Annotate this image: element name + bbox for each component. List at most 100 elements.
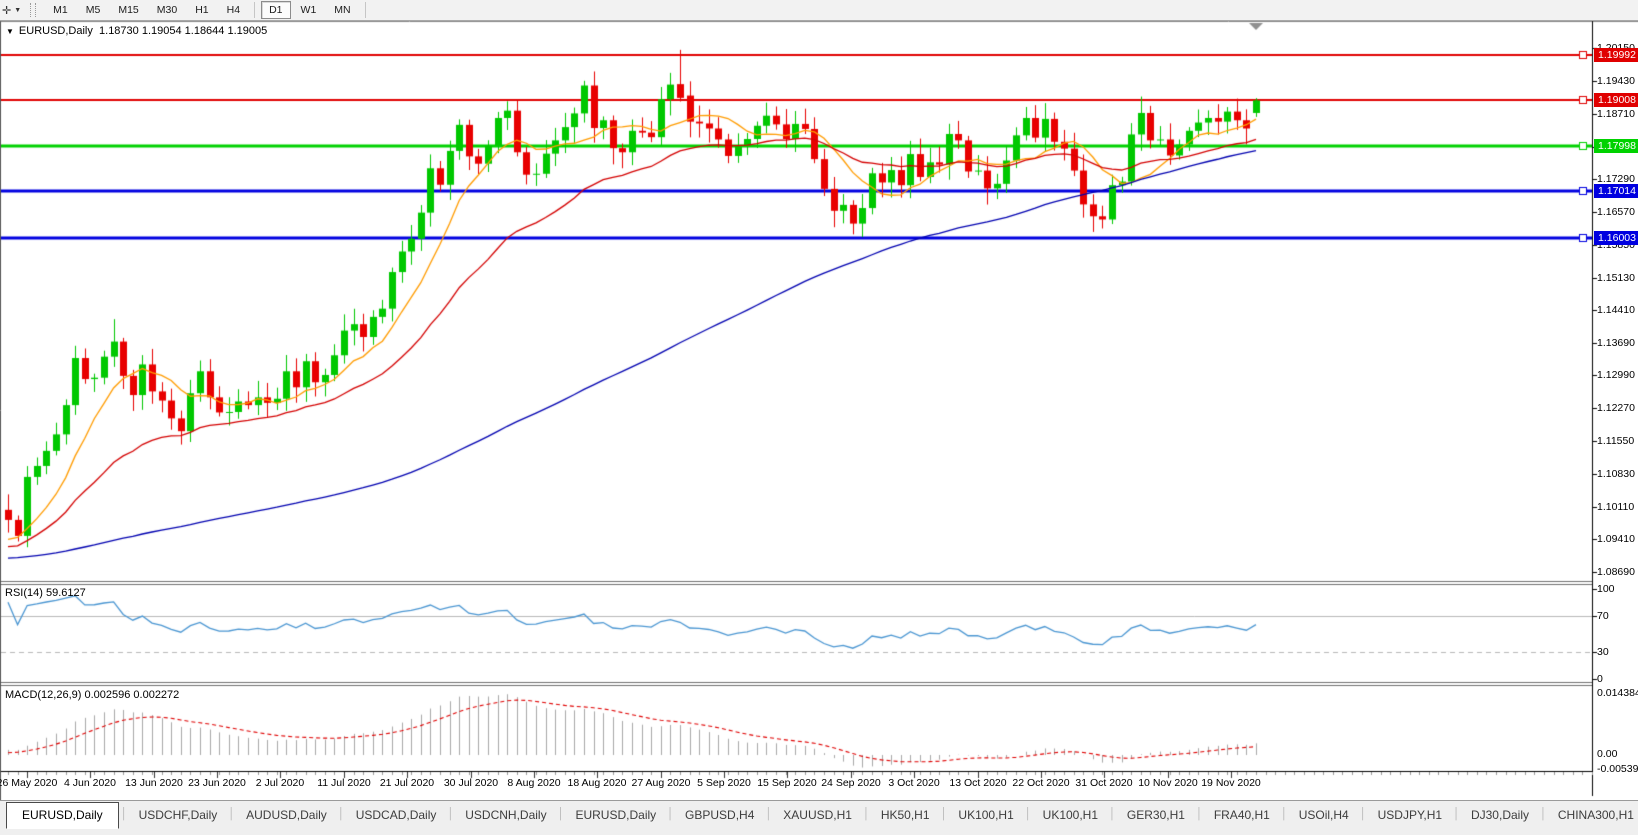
tab-AUDUSD-Daily[interactable]: AUDUSD,Daily [246, 808, 327, 822]
price-axis-tick-label: 1.18710 [1597, 108, 1635, 120]
tab-CHINA300-H1[interactable]: CHINA300,H1 [1557, 808, 1634, 822]
date-axis-label: 10 Nov 2020 [1138, 777, 1198, 789]
timeframe-button-M5[interactable]: M5 [85, 4, 101, 16]
price-axis-tick-label: 1.17290 [1597, 173, 1635, 185]
tab-separator: │ [1280, 808, 1288, 820]
toolbar-grip-handle[interactable] [30, 3, 37, 17]
tab-separator: │ [1453, 808, 1460, 820]
price-axis-tick-label: 1.13690 [1597, 337, 1635, 349]
date-axis-label: 18 Aug 2020 [567, 777, 627, 789]
chart-caret-icon[interactable]: ▼ [6, 27, 14, 36]
tab-separator: │ [1195, 808, 1203, 820]
tab-separator: │ [940, 808, 948, 820]
symbol-tab-bar: EURUSD,Daily │ USDCHF,Daily │ AUDUSD,Daily │ U… [0, 800, 1638, 835]
tab-EURUSD-Daily[interactable]: EURUSD,Daily [575, 808, 657, 822]
tab-separator: │ [1540, 808, 1547, 820]
date-axis-label: 5 Sep 2020 [697, 777, 751, 789]
price-line-badge: 1.16003 [1594, 231, 1638, 245]
rsi-axis-label: 0 [1597, 673, 1603, 685]
date-axis-label: 13 Oct 2020 [949, 777, 1007, 789]
rsi-pane-label: RSI(14) 59.6127 [5, 587, 86, 599]
price-axis-tick-label: 1.11550 [1597, 435, 1635, 447]
tab-separator: │ [557, 808, 565, 820]
tab-USDCAD-Daily[interactable]: USDCAD,Daily [355, 808, 437, 822]
price-line-badge: 1.19008 [1594, 93, 1638, 107]
date-axis-label: 3 Oct 2020 [888, 777, 940, 789]
price-axis-tick-label: 1.14410 [1597, 304, 1635, 316]
date-axis-label: 31 Oct 2020 [1075, 777, 1133, 789]
tab-separator: │ [1024, 808, 1032, 820]
chart-title-ohlc: 1.18730 1.19054 1.18644 1.19005 [99, 25, 268, 37]
tab-separator: │ [337, 808, 345, 820]
price-chart-canvas[interactable] [0, 0, 1638, 800]
price-line-badge: 1.19992 [1594, 48, 1638, 62]
date-axis-label: 11 Jul 2020 [317, 777, 371, 789]
tab-UK100-H1[interactable]: UK100,H1 [1042, 808, 1099, 822]
date-axis-label: 23 Jun 2020 [188, 777, 246, 789]
price-axis-tick-label: 1.08690 [1597, 566, 1635, 578]
timeframe-button-D1[interactable]: D1 [261, 1, 291, 19]
toolbar-dropdown-caret-icon[interactable]: ▼ [14, 6, 22, 14]
tab-separator: │ [228, 808, 236, 820]
timeframe-button-W1[interactable]: W1 [300, 4, 317, 16]
macd-pane-label: MACD(12,26,9) 0.002596 0.002272 [5, 689, 180, 701]
cursor-tool-icon[interactable]: ✛ [2, 4, 12, 17]
tab-separator: │ [765, 808, 773, 820]
price-axis-tick-label: 1.16570 [1597, 206, 1635, 218]
date-axis-label: 4 Jun 2020 [64, 777, 116, 789]
tab-USOil-H4[interactable]: USOil,H4 [1298, 808, 1349, 822]
timeframe-toolbar: ✛ ▼ M1 M5 M15 M30 H1 H4 D1 W1 MN [0, 0, 1638, 21]
tab-separator: │ [1109, 808, 1116, 820]
chart-title: ▼ EURUSD,Daily 1.18730 1.19054 1.18644 1.… [6, 25, 267, 37]
tab-FRA40-H1[interactable]: FRA40,H1 [1213, 808, 1270, 822]
timeframe-button-M30[interactable]: M30 [156, 4, 178, 16]
timeframe-button-H1[interactable]: H1 [195, 4, 209, 16]
macd-axis-label: 0.00 [1597, 748, 1618, 760]
date-axis-label: 30 Jul 2020 [443, 777, 499, 789]
price-axis-tick-label: 1.15130 [1597, 272, 1635, 284]
price-axis-tick-label: 1.12270 [1597, 402, 1635, 414]
tab-separator: │ [862, 808, 870, 820]
date-axis-label: 2 Jul 2020 [255, 777, 305, 789]
rsi-axis-label: 70 [1597, 610, 1609, 622]
tab-GBPUSD-H4[interactable]: GBPUSD,H4 [685, 808, 755, 822]
symbol-tabs: EURUSD,Daily │ USDCHF,Daily │ AUDUSD,Daily │ U… [0, 801, 1638, 829]
price-axis-tick-label: 1.09410 [1597, 533, 1635, 545]
price-axis-tick-label: 1.12990 [1597, 369, 1635, 381]
tab-USDCHF-Daily[interactable]: USDCHF,Daily [138, 808, 218, 822]
price-line-badge: 1.17998 [1594, 139, 1638, 153]
macd-axis-label: -0.005396 [1597, 763, 1638, 775]
tab-USDCNH-Daily[interactable]: USDCNH,Daily [465, 808, 547, 822]
tab-GER30-H1[interactable]: GER30,H1 [1126, 808, 1185, 822]
date-axis-label: 8 Aug 2020 [507, 777, 561, 789]
timeframe-button-M15[interactable]: M15 [118, 4, 139, 16]
tab-EURUSD-Daily[interactable]: EURUSD,Daily [6, 802, 119, 829]
rsi-axis-label: 100 [1597, 583, 1615, 595]
timeframe-button-MN[interactable]: MN [334, 4, 351, 16]
tab-separator: │ [667, 808, 675, 820]
price-axis-tick-label: 1.19430 [1597, 75, 1635, 87]
price-axis-tick-label: 1.10110 [1597, 501, 1635, 513]
date-axis-label: 19 Nov 2020 [1201, 777, 1261, 789]
timeframe-button-H4[interactable]: H4 [226, 4, 241, 16]
macd-axis-label: 0.014384 [1597, 687, 1638, 699]
tab-USDJPY-H1[interactable]: USDJPY,H1 [1377, 808, 1443, 822]
toolbar-separator [254, 2, 256, 18]
chart-title-symbol: EURUSD,Daily [18, 25, 93, 37]
date-axis-label: 22 Oct 2020 [1012, 777, 1070, 789]
date-axis-label: 24 Sep 2020 [821, 777, 881, 789]
tab-separator: │ [120, 808, 128, 820]
price-line-badge: 1.17014 [1594, 184, 1638, 198]
date-axis-label: 15 Sep 2020 [757, 777, 817, 789]
tab-UK100-H1[interactable]: UK100,H1 [958, 808, 1014, 822]
tab-XAUUSD-H1[interactable]: XAUUSD,H1 [783, 808, 852, 822]
tab-HK50-H1[interactable]: HK50,H1 [880, 808, 930, 822]
tab-separator: │ [1359, 808, 1367, 820]
rsi-axis-label: 30 [1597, 646, 1609, 658]
timeframe-button-M1[interactable]: M1 [53, 4, 68, 16]
tab-DJ30-Daily[interactable]: DJ30,Daily [1470, 808, 1529, 822]
date-axis-label: 27 Aug 2020 [631, 777, 691, 789]
tab-separator: │ [447, 808, 455, 820]
toolbar-separator [364, 2, 366, 18]
